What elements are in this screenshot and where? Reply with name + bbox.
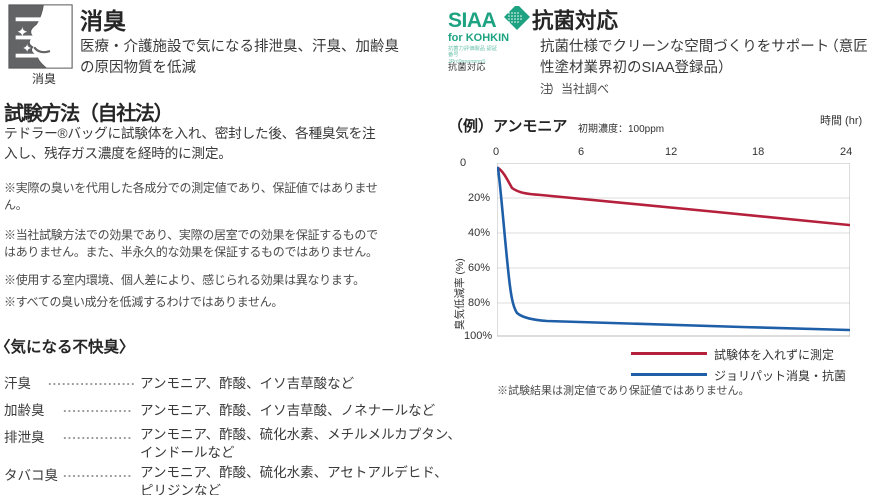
svg-text:for KOHKIN: for KOHKIN [448,32,509,44]
svg-text:SIAA: SIAA [448,9,497,32]
svg-text:番号: 番号 [448,51,459,58]
svg-text:抗菌力評価製品 認証: 抗菌力評価製品 認証 [448,44,498,52]
